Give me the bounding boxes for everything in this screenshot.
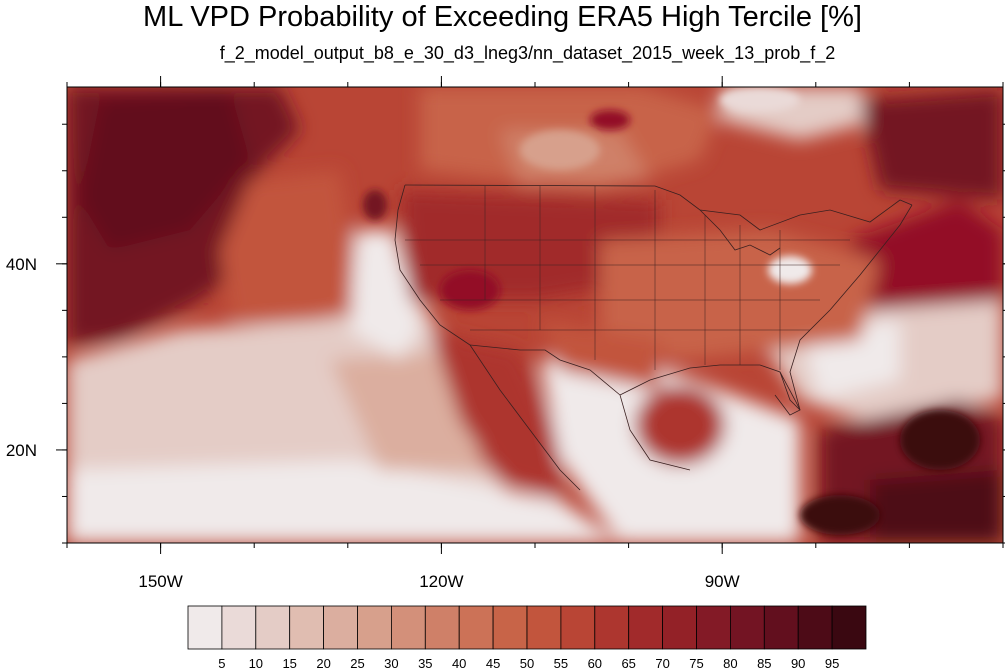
colorbar-swatch [797, 605, 833, 650]
colorbar-label: 60 [588, 656, 602, 671]
colorbar-label: 5 [218, 656, 225, 671]
colorbar-swatch [526, 605, 562, 650]
colorbar-label: 20 [316, 656, 330, 671]
colorbar-label: 10 [249, 656, 263, 671]
colorbar-swatch [560, 605, 596, 650]
colorbar-swatch [289, 605, 325, 650]
colorbar-swatch [662, 605, 697, 650]
colorbar-swatch [831, 605, 867, 650]
colorbar-label: 65 [621, 656, 635, 671]
colorbar-swatch [763, 605, 799, 650]
colorbar-label: 40 [452, 656, 466, 671]
colorbar-label: 25 [350, 656, 364, 671]
colorbar-swatch [424, 605, 460, 650]
colorbar-label: 85 [757, 656, 771, 671]
colorbar-swatch [730, 605, 765, 650]
state-lines [405, 186, 850, 370]
colorbar-swatch [492, 605, 528, 650]
colorbar-label: 55 [554, 656, 568, 671]
colorbar-swatch [628, 605, 664, 650]
axis-layer: 150W 120W 90W 40N 20N [6, 76, 1005, 591]
probability-field [67, 87, 1003, 543]
colorbar-label: 15 [282, 656, 296, 671]
lon-tick-label: 150W [138, 572, 182, 591]
lon-tick-label: 90W [705, 572, 740, 591]
colorbar-label: 75 [689, 656, 703, 671]
colorbar-swatch [357, 605, 392, 650]
colorbar-swatch [390, 605, 426, 650]
colorbar-swatch [255, 605, 291, 650]
colorbar-label: 30 [384, 656, 398, 671]
map-subtitle: f_2_model_output_b8_e_30_d3_lneg3/nn_dat… [219, 43, 836, 63]
lat-tick-label: 40N [6, 255, 37, 274]
colorbar-label: 70 [655, 656, 669, 671]
colorbar-swatch [187, 605, 223, 650]
colorbar-label: 95 [825, 656, 839, 671]
colorbar-label: 45 [486, 656, 500, 671]
colorbar-swatch [594, 605, 630, 650]
colorbar-label: 90 [791, 656, 805, 671]
colorbar-swatch [696, 605, 731, 650]
colorbar-label: 50 [520, 656, 534, 671]
colorbar-label: 80 [723, 656, 737, 671]
lon-tick-label: 120W [419, 572, 463, 591]
map-title: ML VPD Probability of Exceeding ERA5 Hig… [143, 1, 862, 33]
colorbar-swatch [458, 605, 494, 650]
colorbar: 5 10 15 20 25 30 35 40 45 50 55 60 65 70 75 80 85 90 95 [187, 605, 867, 671]
colorbar-label: 35 [418, 656, 432, 671]
lat-tick-label: 20N [6, 441, 37, 460]
colorbar-swatch [221, 605, 257, 650]
colorbar-swatch [323, 605, 358, 650]
